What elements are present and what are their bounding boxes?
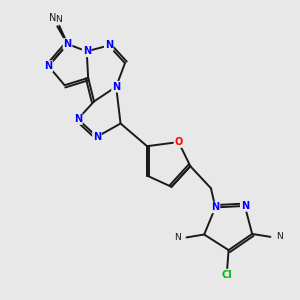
Text: N: N (82, 46, 91, 56)
Text: N: N (112, 82, 120, 92)
Text: N: N (55, 15, 62, 24)
Text: N: N (277, 232, 283, 242)
Text: N: N (174, 233, 181, 242)
Text: N: N (64, 39, 72, 49)
Text: Cl: Cl (222, 269, 232, 280)
Text: N: N (49, 13, 56, 23)
Text: N: N (44, 61, 52, 71)
Text: N: N (105, 40, 113, 50)
Text: O: O (174, 137, 183, 147)
Text: N: N (211, 202, 219, 212)
Text: N: N (93, 132, 101, 142)
Text: N: N (241, 201, 249, 211)
Text: N: N (74, 114, 82, 124)
